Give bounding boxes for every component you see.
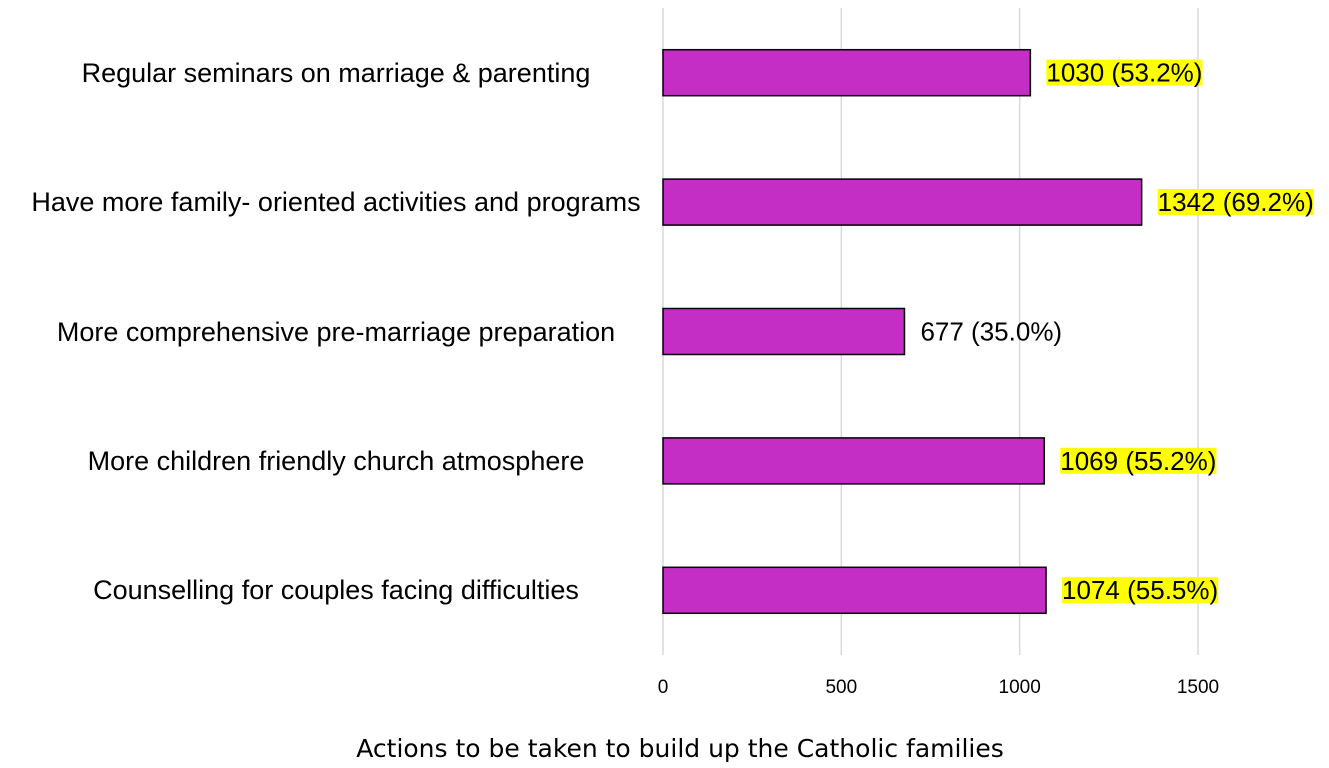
value-label: 1030 (53.2%): [1046, 58, 1202, 88]
value-label-highlight: [1062, 577, 1219, 604]
x-tick-label: 1500: [1177, 677, 1219, 698]
value-label-highlight: [1046, 59, 1203, 86]
x-tick-label: 0: [658, 677, 669, 698]
category-label: Have more family- oriented activities an…: [31, 187, 641, 218]
value-label: 677 (35.0%): [920, 316, 1062, 346]
value-label-group: 1069 (55.2%): [1060, 446, 1217, 476]
bar: [662, 566, 1047, 615]
bar: [662, 307, 906, 356]
category-label: Counselling for couples facing difficult…: [93, 575, 579, 606]
bar: [662, 178, 1143, 226]
x-tick-label: 500: [825, 677, 857, 698]
bar: [662, 48, 1032, 97]
x-axis-label: Actions to be taken to build up the Cath…: [356, 734, 1004, 763]
value-label: 1074 (55.5%): [1062, 575, 1218, 605]
value-label-highlight: [1157, 188, 1314, 215]
category-label: More comprehensive pre-marriage preparat…: [56, 316, 616, 347]
value-label-highlight: [1060, 447, 1217, 474]
bar: [662, 437, 1046, 485]
value-label-group: 1342 (69.2%): [1157, 187, 1314, 217]
value-label: 1069 (55.2%): [1060, 446, 1216, 476]
category-label: Regular seminars on marriage & parenting: [81, 57, 591, 88]
value-label: 1342 (69.2%): [1158, 187, 1314, 217]
value-label-group: 677 (35.0%): [920, 316, 1062, 346]
value-label-group: 1030 (53.2%): [1046, 58, 1203, 88]
x-tick-label: 1000: [999, 677, 1041, 698]
category-label: More children friendly church atmosphere: [87, 445, 585, 476]
value-label-group: 1074 (55.5%): [1062, 575, 1219, 605]
